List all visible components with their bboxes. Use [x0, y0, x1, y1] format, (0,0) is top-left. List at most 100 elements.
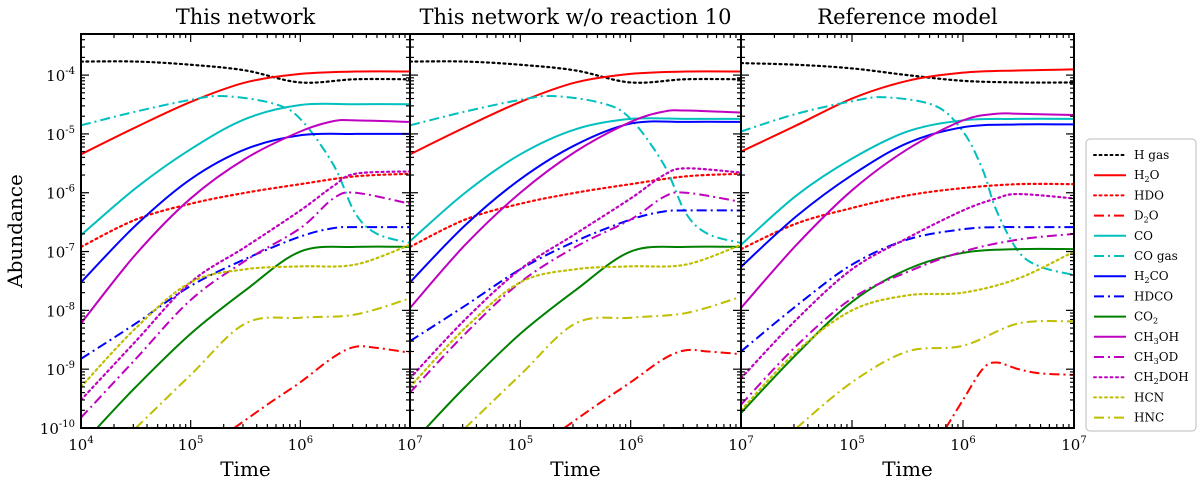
series-line-hcn	[410, 243, 741, 388]
panel-3: 105 106 107 Reference model Time	[740, 5, 1087, 481]
legend-label: CH3​OH	[1134, 330, 1179, 346]
series-line-hdco	[410, 209, 741, 342]
legend-label: CO gas	[1134, 249, 1178, 263]
legend-label: HCN	[1134, 390, 1164, 404]
series-line-ch2doh	[741, 192, 1074, 380]
panel-title: Reference model	[817, 5, 998, 29]
legend-item-h2o: H2​O	[1094, 168, 1160, 184]
legend-box	[1085, 138, 1197, 432]
series-line-ch3od	[410, 191, 741, 394]
series-line-ch3oh	[410, 109, 741, 309]
y-tick-label: 10-6	[46, 184, 75, 203]
series-line-ch3oh	[81, 119, 410, 325]
legend-item-co-gas: CO gas	[1094, 249, 1178, 263]
axes-frame	[740, 33, 1075, 429]
x-tick-label: 107	[397, 435, 422, 454]
series-line-hdo	[741, 182, 1074, 251]
series-line-hnc	[135, 297, 410, 428]
series-line-hcn	[741, 250, 1074, 412]
series-line-h2o	[410, 70, 741, 156]
x-tick-label: 106	[950, 435, 975, 454]
legend: Abundance H gas H2​O HDO D2​O CO CO gas H2​CO HD…	[3, 138, 1197, 432]
series-line-co-gas	[81, 94, 410, 244]
legend-item-co: CO	[1094, 229, 1153, 243]
x-tick-label: 106	[618, 435, 643, 454]
legend-label: H2​CO	[1134, 269, 1169, 285]
series-line-co	[410, 117, 741, 242]
legend-item-ch2doh: CH2​DOH	[1093, 370, 1189, 386]
legend-label: CH2​DOH	[1134, 370, 1189, 386]
series-line-co2	[425, 245, 741, 428]
series-line-co	[81, 102, 410, 236]
series-line-hdo	[81, 172, 410, 248]
x-axis-label: Time	[220, 457, 271, 481]
legend-item-co2: CO2​	[1094, 310, 1158, 326]
legend-label: CH3​OD	[1134, 350, 1178, 366]
series-line-ch2doh	[81, 170, 410, 402]
y-tick-label: 10-8	[46, 301, 75, 320]
x-tick-label: 105	[178, 435, 203, 454]
y-tick-label: 10-7	[46, 243, 75, 262]
series-line-ch3oh	[741, 112, 1074, 309]
legend-item-ch3oh: CH3​OH	[1094, 330, 1179, 346]
y-tick-label: 10-9	[46, 360, 75, 379]
legend-label: CO2​	[1134, 310, 1158, 326]
legend-label: HDCO	[1134, 289, 1173, 303]
x-tick-label: 106	[288, 435, 313, 454]
series-line-h2co	[741, 123, 1074, 268]
legend-item-d2o: D2​O	[1094, 209, 1159, 225]
series-line-co-gas	[410, 94, 741, 244]
series-line-hnc	[795, 319, 1074, 428]
series-line-co	[741, 117, 1074, 246]
x-axis-label: Time	[882, 457, 933, 481]
series-line-ch3od	[741, 232, 1074, 406]
series-line-co2	[96, 245, 410, 428]
panel-title: This network	[176, 5, 316, 29]
series-line-ch3od	[81, 191, 410, 419]
legend-item-hcn: HCN	[1093, 390, 1164, 404]
series-line-h2o	[81, 70, 410, 156]
series-line-h2co	[81, 132, 410, 284]
legend-label: HDO	[1134, 188, 1164, 202]
series-line-d2o	[944, 361, 1074, 428]
series-line-hcn	[81, 243, 410, 388]
series-line-h2o	[741, 68, 1074, 153]
legend-label: H gas	[1134, 148, 1169, 162]
panel-3-ticks: 105 106 107	[740, 33, 1087, 454]
panel-1-series	[81, 60, 410, 428]
legend-label: D2​O	[1134, 209, 1159, 225]
series-line-d2o	[563, 348, 741, 428]
y-tick-label: 10-4	[46, 66, 75, 85]
legend-label: CO	[1134, 229, 1153, 243]
legend-item-hnc: HNC	[1094, 411, 1164, 425]
x-tick-label: 104	[68, 435, 93, 454]
legend-item-hdco: HDCO	[1094, 289, 1173, 303]
x-tick-label: 105	[508, 435, 533, 454]
panel-1: 104 105 106 107 10-10 10-9 10-8 10-7 10-6 10-5 10-…	[40, 5, 423, 481]
series-line-hnc	[464, 295, 741, 428]
series-line-ch2doh	[410, 167, 741, 380]
x-tick-label: 107	[1061, 435, 1086, 454]
panel-title: This network w/o reaction 10	[420, 5, 732, 29]
legend-label: H2​O	[1134, 168, 1160, 184]
y-tick-label: 10-10	[40, 419, 75, 438]
y-tick-label: 10-5	[46, 125, 75, 144]
x-axis-label: Time	[550, 457, 601, 481]
legend-item-hdo: HDO	[1093, 188, 1164, 202]
y-axis-label: Abundance	[3, 174, 27, 289]
legend-item-h2co: H2​CO	[1094, 269, 1169, 285]
legend-label: HNC	[1134, 411, 1164, 425]
panel-2-series	[410, 60, 741, 428]
panel-2: 105 106 107 This network w/o reaction 10 Tim…	[409, 5, 754, 481]
series-line-hdco	[741, 226, 1074, 353]
series-line-co2	[741, 247, 1074, 414]
x-tick-label: 105	[839, 435, 864, 454]
panels-layer: 104 105 106 107 10-10 10-9 10-8 10-7 10-6 10-5 10-…	[40, 5, 1087, 481]
series-line-h-gas	[741, 62, 1074, 84]
panel-3-series	[741, 62, 1074, 428]
legend-item-h-gas: H gas	[1093, 148, 1169, 162]
series-line-hdo	[410, 172, 741, 248]
legend-item-ch3od: CH3​OD	[1094, 350, 1178, 366]
x-tick-label: 107	[728, 435, 753, 454]
